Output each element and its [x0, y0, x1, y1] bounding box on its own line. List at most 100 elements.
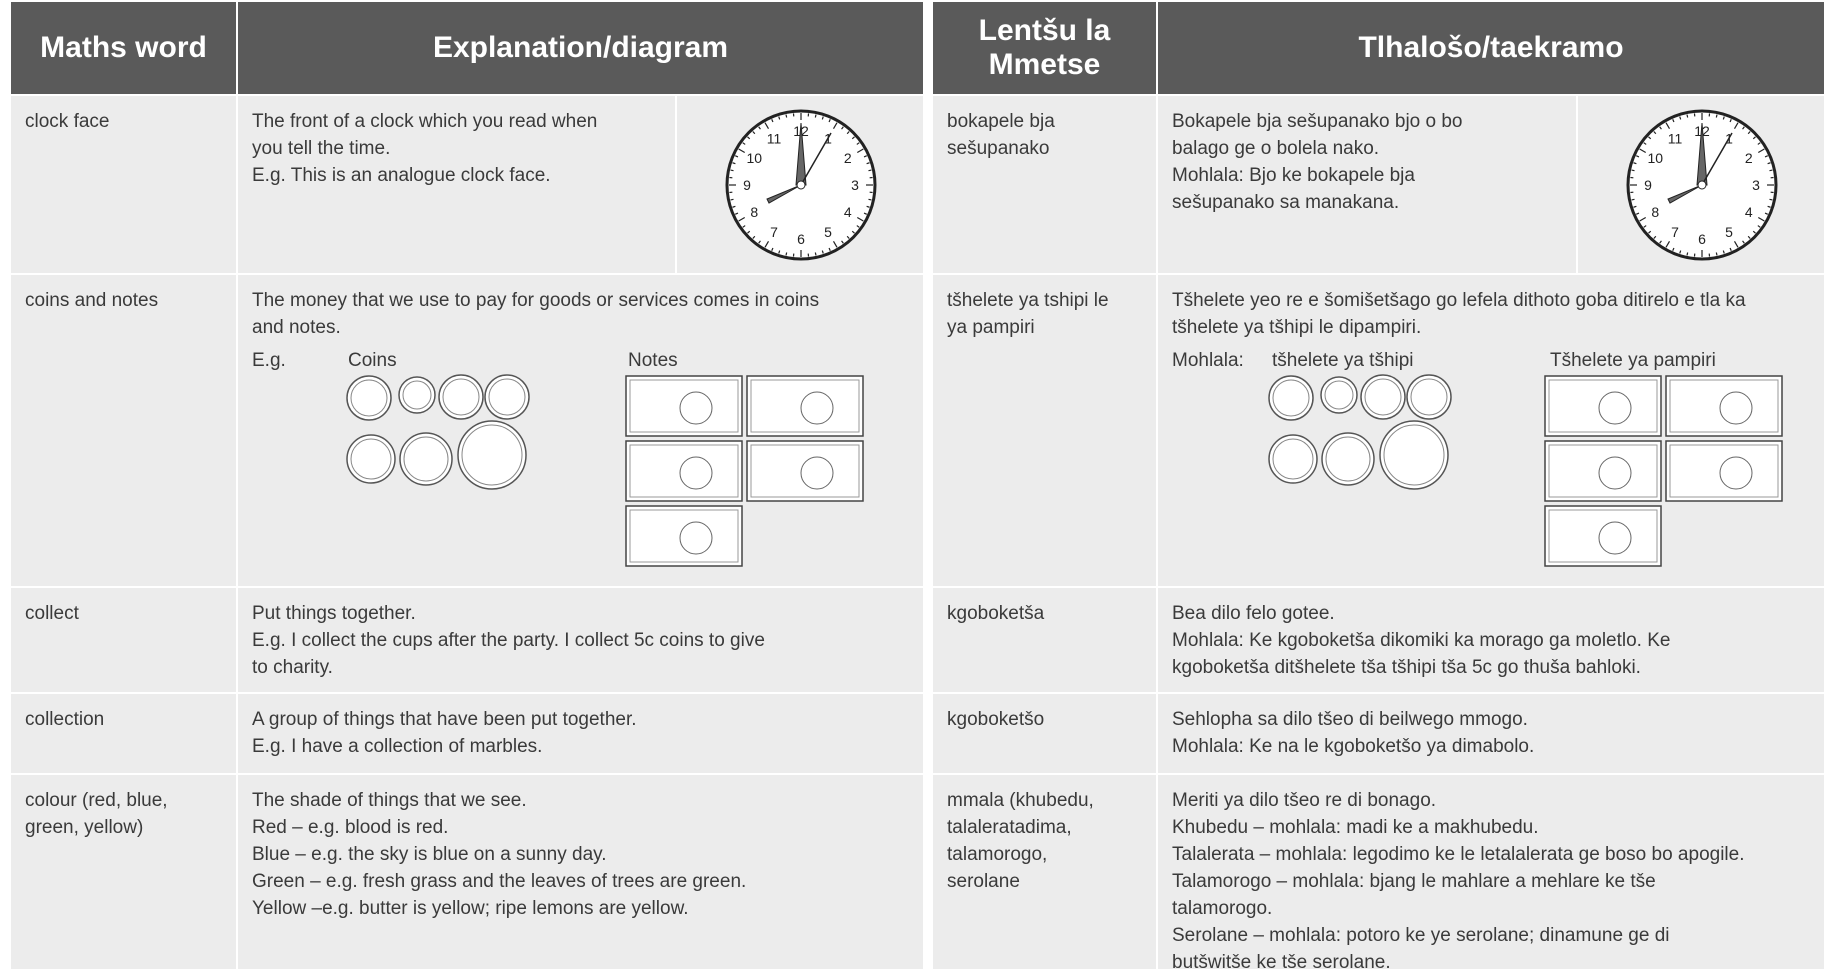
explanation-cell: A group of things that have been put tog…	[237, 693, 924, 774]
table-row: kgoboketšo Sehlopha sa dilo tšeo di beilw…	[932, 693, 1824, 774]
clock-tick	[868, 199, 871, 200]
term-cell: coins and notes	[10, 274, 237, 587]
banknote	[626, 506, 742, 566]
header-cell: Lentšu la Mmetse	[932, 1, 1157, 95]
explanation-cell: The front of a clock which you read when…	[237, 95, 924, 274]
cell: collection	[11, 694, 236, 773]
cell: The money that we use to pay for goods o…	[238, 275, 923, 586]
term-line: talamorogo,	[947, 841, 1142, 868]
explanation-cell: Sehlopha sa dilo tšeo di beilwego mmogo.…	[1157, 693, 1824, 774]
clock-number: 3	[1752, 177, 1760, 193]
clock-tick	[1632, 199, 1635, 200]
text-line: Sehlopha sa dilo tšeo di beilwego mmogo.	[1172, 706, 1810, 733]
coin	[1407, 375, 1451, 419]
cell: Put things together.E.g. I collect the c…	[238, 588, 923, 692]
divider	[1576, 96, 1578, 273]
cell: colour (red, blue,green, yellow)	[11, 775, 236, 969]
banknote	[1666, 441, 1782, 501]
text-line: Meriti ya dilo tšeo re di bonago.	[1172, 787, 1810, 814]
cell: The shade of things that we see.Red – e.…	[238, 775, 923, 969]
clock-tick	[868, 170, 871, 171]
coin	[399, 377, 435, 413]
clock-number: 9	[1644, 177, 1652, 193]
header-cell: Maths word	[10, 1, 237, 95]
clock-icon: 121234567891011	[1617, 100, 1787, 270]
coin	[347, 435, 395, 483]
banknote	[1545, 376, 1661, 436]
term-line: kgoboketša	[947, 600, 1142, 627]
cell: kgoboketša	[933, 588, 1156, 692]
text-line: Mohlala: Ke kgoboketša dikomiki ka morag…	[1172, 627, 1810, 654]
text-line: Mohlala: Ke na le kgoboketšo ya dimabolo…	[1172, 733, 1810, 760]
explanation-cell: The shade of things that we see.Red – e.…	[237, 774, 924, 970]
explanation-cell: Bea dilo felo gotee.Mohlala: Ke kgoboket…	[1157, 587, 1824, 693]
cell: kgoboketšo	[933, 694, 1156, 773]
coin	[1380, 421, 1448, 489]
example-label: E.g.	[252, 347, 286, 374]
text-line: The shade of things that we see.	[252, 787, 909, 814]
term-line: coins and notes	[25, 287, 222, 314]
term-line: kgoboketšo	[947, 706, 1142, 733]
cell: Meriti ya dilo tšeo re di bonago.Khubedu…	[1158, 775, 1824, 969]
clock-number: 11	[1668, 130, 1683, 146]
text-line: Talamorogo – mohlala: bjang le mahlare a…	[1172, 868, 1810, 895]
text-line: The money that we use to pay for goods o…	[252, 287, 909, 314]
banknote	[747, 376, 863, 436]
cell: Sehlopha sa dilo tšeo di beilwego mmogo.…	[1158, 694, 1824, 773]
term-line: sešupanako	[947, 135, 1142, 162]
text-line: tšhelete ya tšhipi le dipampiri.	[1172, 314, 1810, 341]
coin	[1321, 377, 1357, 413]
coin	[400, 433, 452, 485]
clock-number: 2	[1745, 150, 1753, 166]
clock-number: 8	[750, 204, 758, 220]
cell: Bea dilo felo gotee.Mohlala: Ke kgoboket…	[1158, 588, 1824, 692]
coins-icon	[344, 373, 554, 493]
clock-pin	[797, 181, 805, 189]
term-line: colour (red, blue,	[25, 787, 222, 814]
clock-pin	[1698, 181, 1706, 189]
text-line: Khubedu – mohlala: madi ke a makhubedu.	[1172, 814, 1810, 841]
coin	[439, 375, 483, 419]
term-line: bokapele bja	[947, 108, 1142, 135]
table-row: mmala (khubedu,talaleratadima,talamorogo…	[932, 774, 1824, 970]
banknote	[1545, 506, 1661, 566]
clock-number: 4	[1745, 204, 1753, 220]
cell: coins and notes	[11, 275, 236, 586]
coin	[485, 375, 529, 419]
term-line: talaleratadima,	[947, 814, 1142, 841]
clock-number: 2	[844, 150, 852, 166]
clock-number: 5	[824, 223, 832, 239]
table-row: coins and notes The money that we use to …	[10, 274, 924, 587]
cell: A group of things that have been put tog…	[238, 694, 923, 773]
term-cell: collection	[10, 693, 237, 774]
text-line: E.g. I collect the cups after the party.…	[252, 627, 909, 654]
term-cell: collect	[10, 587, 237, 693]
text-line: Serolane – mohlala: potoro ke ye serolan…	[1172, 922, 1810, 949]
clock-number: 8	[1651, 204, 1659, 220]
term-cell: kgoboketšo	[932, 693, 1157, 774]
clock-number: 7	[770, 223, 778, 239]
coin	[1322, 433, 1374, 485]
coin	[347, 376, 391, 420]
clock-number: 9	[743, 177, 751, 193]
clock-number: 7	[1671, 223, 1679, 239]
cell: clock face	[11, 96, 236, 273]
coins-icon	[1266, 373, 1476, 493]
term-line: mmala (khubedu,	[947, 787, 1142, 814]
header-cell: Tlhalošo/taekramo	[1157, 1, 1824, 95]
clock-number: 11	[767, 130, 782, 146]
explanation-cell: Put things together.E.g. I collect the c…	[237, 587, 924, 693]
clock-number: 10	[746, 150, 762, 166]
clock-tick	[731, 170, 734, 171]
clock-tick	[731, 199, 734, 200]
text-line: A group of things that have been put tog…	[252, 706, 909, 733]
